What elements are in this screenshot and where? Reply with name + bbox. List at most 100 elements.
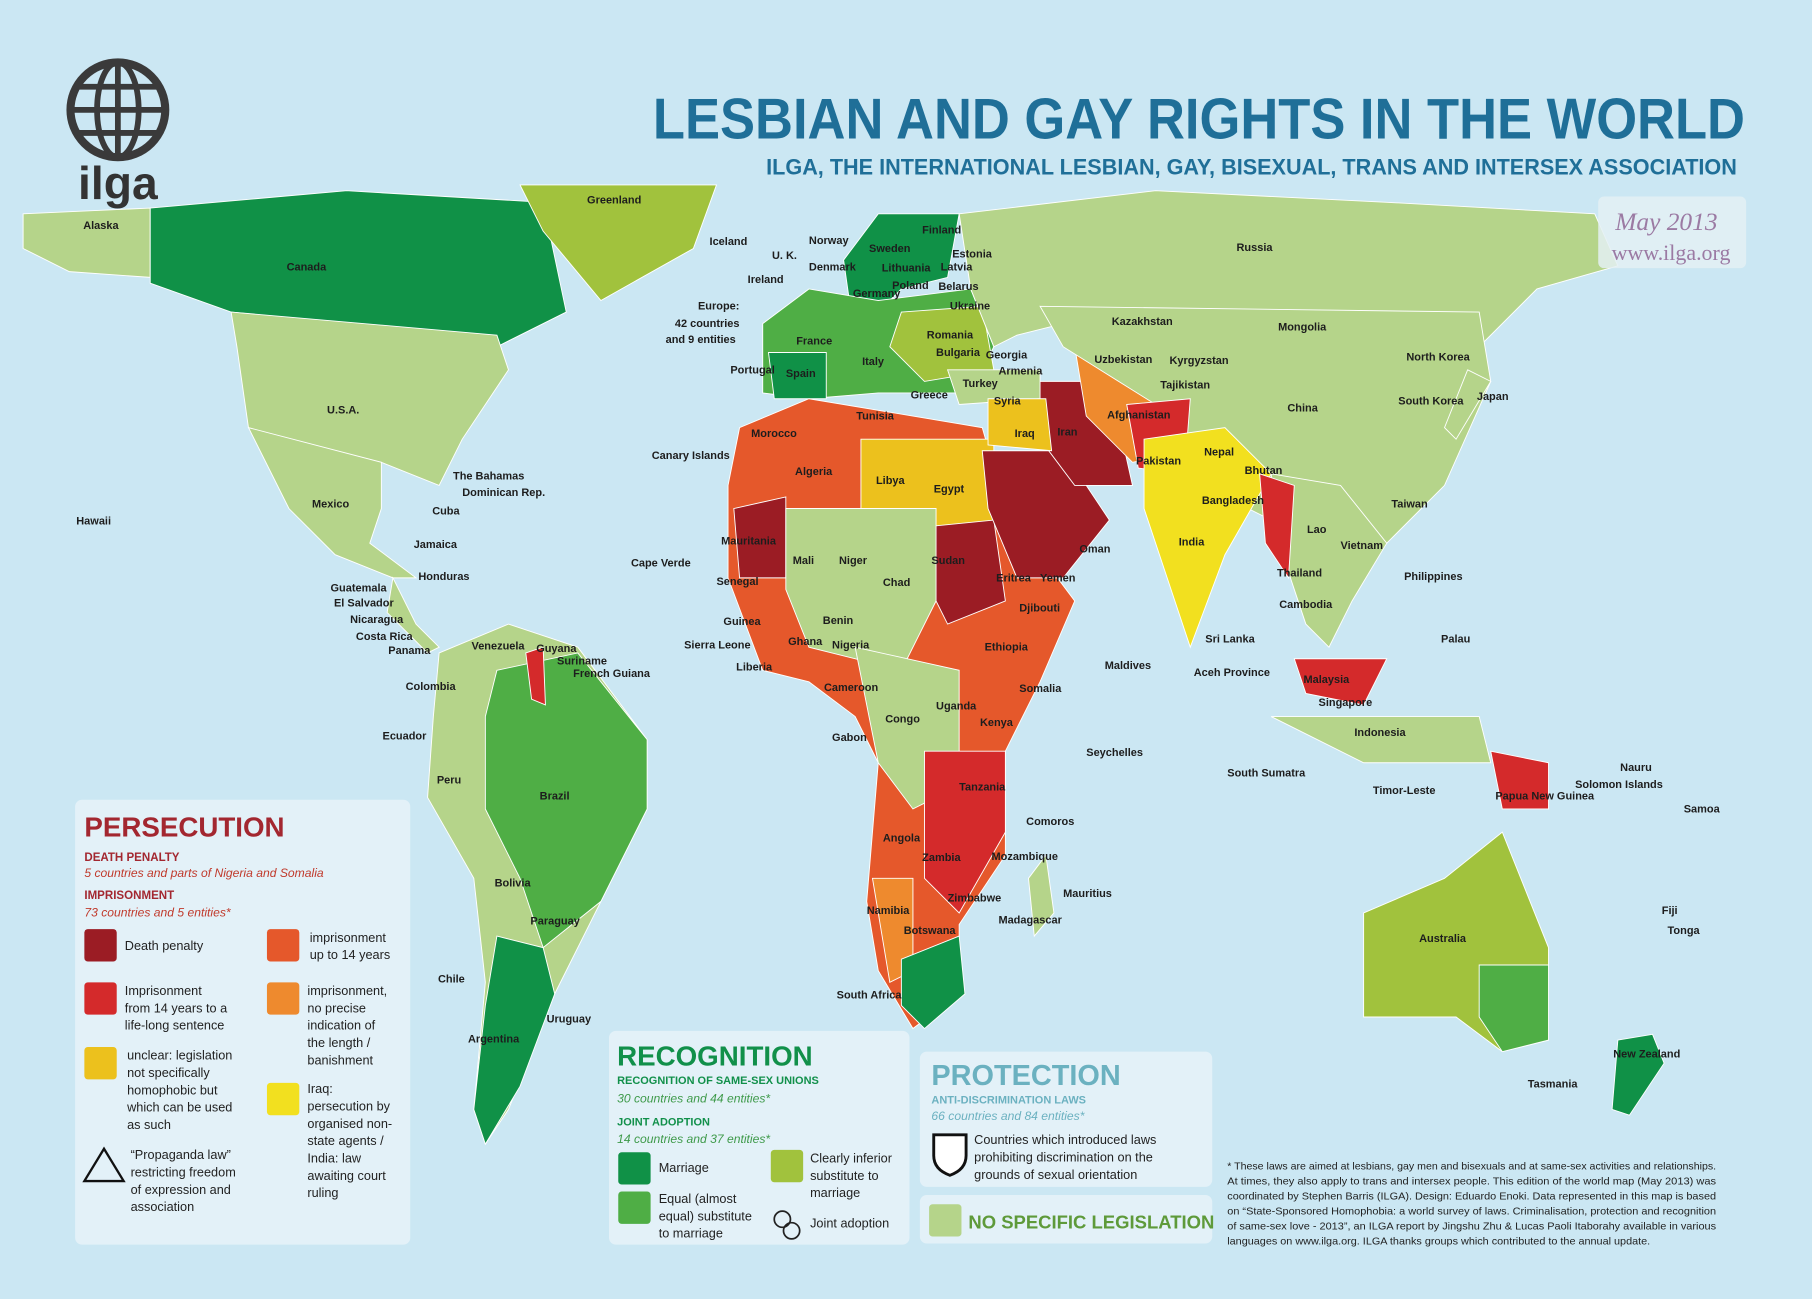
country-label: French Guiana <box>573 668 651 680</box>
country-label: Guyana <box>536 643 577 655</box>
legend-note: 66 countries and 84 entities* <box>931 1109 1085 1123</box>
country-label: Russia <box>1237 242 1274 254</box>
legend-text: substitute to <box>810 1168 879 1183</box>
country-label: Tanzania <box>959 781 1006 793</box>
country-label: Botswana <box>904 925 957 937</box>
legend-swatch <box>266 1082 300 1116</box>
country-label: Denmark <box>809 261 857 273</box>
labels: Alaska Canada Greenland Iceland Norway Sweden… <box>76 194 1720 1090</box>
legend-text: Clearly inferior <box>810 1151 893 1166</box>
country-label: Iran <box>1057 427 1077 439</box>
legend-subtitle: JOINT ADOPTION <box>617 1117 710 1129</box>
country-label: Sudan <box>931 555 965 567</box>
country-label: Peru <box>437 775 461 787</box>
country-label: Sweden <box>869 243 911 255</box>
country-label: Zimbabwe <box>948 892 1002 904</box>
country-label: Lao <box>1307 524 1327 536</box>
legend: PERSECUTION DEATH PENALTY 5 countries and … <box>75 799 1716 1248</box>
country-label: El Salvador <box>334 598 394 610</box>
country-label: Panama <box>388 645 431 657</box>
legend-box <box>609 1030 910 1245</box>
country-label: Comoros <box>1026 816 1074 828</box>
country-region <box>1611 1033 1665 1116</box>
regions <box>22 184 1665 1146</box>
country-label: U.S.A. <box>327 405 359 417</box>
legend-text: of expression and <box>131 1182 231 1197</box>
footnote: on “State-Sponsored Homophobia: a world … <box>1227 1207 1716 1218</box>
country-label: Malaysia <box>1304 674 1351 686</box>
country-region <box>924 750 1006 914</box>
country-label: Indonesia <box>1354 727 1406 739</box>
legend-text: organised non- <box>307 1116 392 1131</box>
country-region <box>484 652 648 949</box>
adoption-icon <box>773 1210 792 1229</box>
country-label: Suriname <box>557 656 607 668</box>
title: LESBIAN AND GAY RIGHTS IN THE WORLD <box>653 88 1745 152</box>
country-region <box>1270 716 1492 764</box>
country-label: Colombia <box>406 681 457 693</box>
country-label: Greenland <box>587 194 641 206</box>
legend-subtitle: ANTI-DISCRIMINATION LAWS <box>931 1095 1086 1107</box>
country-label: Bolivia <box>495 877 532 889</box>
legend-swatch <box>770 1149 804 1183</box>
country-label: Cameroon <box>824 682 879 694</box>
country-label: The Bahamas <box>453 471 524 483</box>
legend-subtitle: DEATH PENALTY <box>84 852 179 864</box>
country-label: Afghanistan <box>1107 409 1171 421</box>
country-label: Armenia <box>998 365 1043 377</box>
country-label: Samoa <box>1684 803 1721 815</box>
country-label: Iraq <box>1015 428 1035 440</box>
country-label: Oman <box>1079 543 1110 555</box>
footnote: At times, they also apply to trans and i… <box>1227 1177 1716 1188</box>
country-label: Taiwan <box>1391 498 1428 510</box>
country-label: South Sumatra <box>1227 768 1306 780</box>
country-label: Uganda <box>936 701 977 713</box>
country-label: Tonga <box>1668 925 1701 937</box>
country-label: Gabon <box>832 732 867 744</box>
footnote: languages on www.ilga.org. ILGA thanks g… <box>1227 1237 1650 1248</box>
logo-text: ilga <box>78 157 158 209</box>
country-label: Mexico <box>312 498 349 510</box>
country-label: Syria <box>994 396 1022 408</box>
country-region <box>1490 750 1549 810</box>
country-region <box>767 352 827 400</box>
legend-text: Death penalty <box>125 938 204 953</box>
country-label: Liberia <box>736 661 773 673</box>
legend-subtitle: IMPRISONMENT <box>84 890 174 902</box>
country-label: Maldives <box>1105 660 1151 672</box>
country-label: Congo <box>885 713 920 725</box>
legend-text: imprisonment, <box>307 983 387 998</box>
country-label: Latvia <box>941 261 974 273</box>
country-label: Vietnam <box>1341 540 1384 552</box>
country-label: Georgia <box>986 349 1028 361</box>
url: www.ilga.org <box>1612 240 1731 265</box>
legend-swatch <box>618 1152 651 1185</box>
country-label: Thailand <box>1277 568 1322 580</box>
country-label: Tunisia <box>856 411 894 423</box>
country-label: Madagascar <box>998 914 1062 926</box>
legend-text: Equal (almost <box>659 1191 737 1206</box>
legend-text: not specifically <box>127 1065 210 1080</box>
country-label: Sierra Leone <box>684 639 750 651</box>
legend-text: marriage <box>810 1185 860 1200</box>
country-region <box>247 426 418 579</box>
country-label: Bhutan <box>1245 465 1283 477</box>
legend-text: homophobic but <box>127 1082 218 1097</box>
country-label: Europe: <box>698 301 739 313</box>
country-label: Guatemala <box>331 583 388 595</box>
country-region <box>386 576 440 654</box>
legend-box <box>919 1194 1213 1244</box>
country-label: Uzbekistan <box>1094 354 1152 366</box>
legend-text: state agents / <box>307 1133 384 1148</box>
country-label: Mozambique <box>992 851 1058 863</box>
country-label: Nigeria <box>832 639 870 651</box>
country-region <box>1478 964 1549 1053</box>
country-label: Namibia <box>867 905 911 917</box>
legend-text: the length / <box>307 1035 370 1050</box>
country-label: Portugal <box>730 364 775 376</box>
country-label: Italy <box>862 356 885 368</box>
legend-swatch <box>266 982 300 1015</box>
country-label: Cuba <box>432 505 460 517</box>
country-label: Chile <box>438 973 465 985</box>
country-label: Honduras <box>418 571 469 583</box>
